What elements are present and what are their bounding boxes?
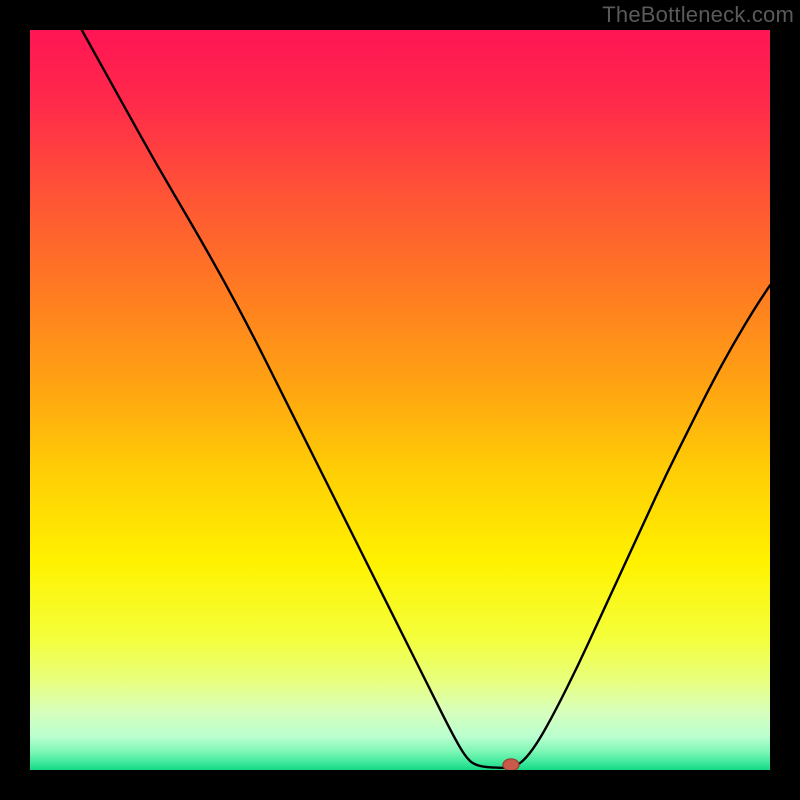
bottleneck-curve-chart <box>0 0 800 800</box>
watermark-label: TheBottleneck.com <box>602 2 794 28</box>
optimal-point-marker <box>503 759 519 771</box>
chart-stage: TheBottleneck.com <box>0 0 800 800</box>
plot-gradient-background <box>30 30 770 770</box>
